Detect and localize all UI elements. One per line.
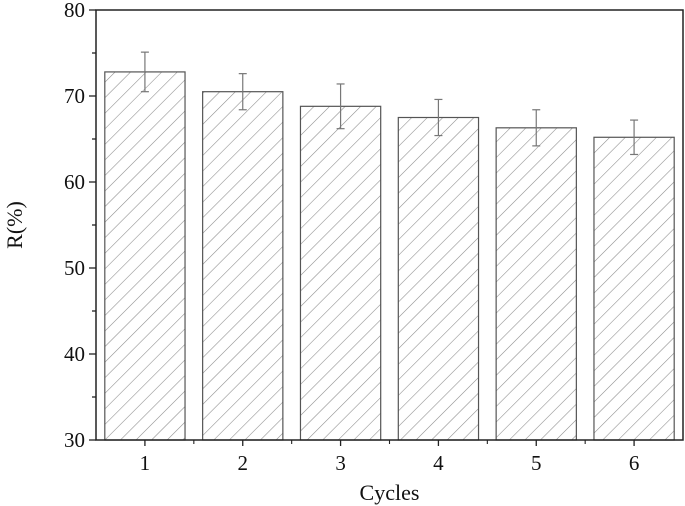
y-axis-title: R(%) <box>2 201 27 249</box>
x-tick-label: 4 <box>433 451 444 475</box>
error-bar-cycle-2 <box>238 73 247 111</box>
bar-cycle-4 <box>397 116 480 441</box>
bar-cycle-6 <box>593 136 675 441</box>
error-bar-cycle-6 <box>630 119 639 156</box>
error-bar-cycle-4 <box>434 98 443 137</box>
x-tick-label: 1 <box>140 451 151 475</box>
error-bars-group <box>140 51 639 156</box>
bar-cycle-5 <box>495 127 577 441</box>
y-tick-label: 80 <box>64 0 85 22</box>
y-tick-label: 30 <box>64 428 85 452</box>
error-bar-cycle-1 <box>140 51 149 93</box>
x-tick-label: 6 <box>629 451 640 475</box>
bar-cycle-2 <box>202 91 284 441</box>
x-axis-title: Cycles <box>360 480 420 505</box>
x-axis: 1 2 3 4 5 6 <box>140 440 640 475</box>
x-tick-label: 5 <box>531 451 542 475</box>
error-bar-cycle-3 <box>336 83 345 130</box>
x-tick-label: 2 <box>238 451 249 475</box>
y-tick-label: 40 <box>64 342 85 366</box>
y-tick-label: 70 <box>64 84 85 108</box>
y-axis: 30 40 50 60 70 80 <box>64 0 96 452</box>
y-tick-label: 50 <box>64 256 85 280</box>
bar-cycle-3 <box>299 105 382 441</box>
bars-group <box>104 71 675 441</box>
bar-cycle-1 <box>104 71 186 441</box>
y-tick-label: 60 <box>64 170 85 194</box>
error-bar-cycle-5 <box>532 109 541 147</box>
x-tick-label: 3 <box>335 451 346 475</box>
